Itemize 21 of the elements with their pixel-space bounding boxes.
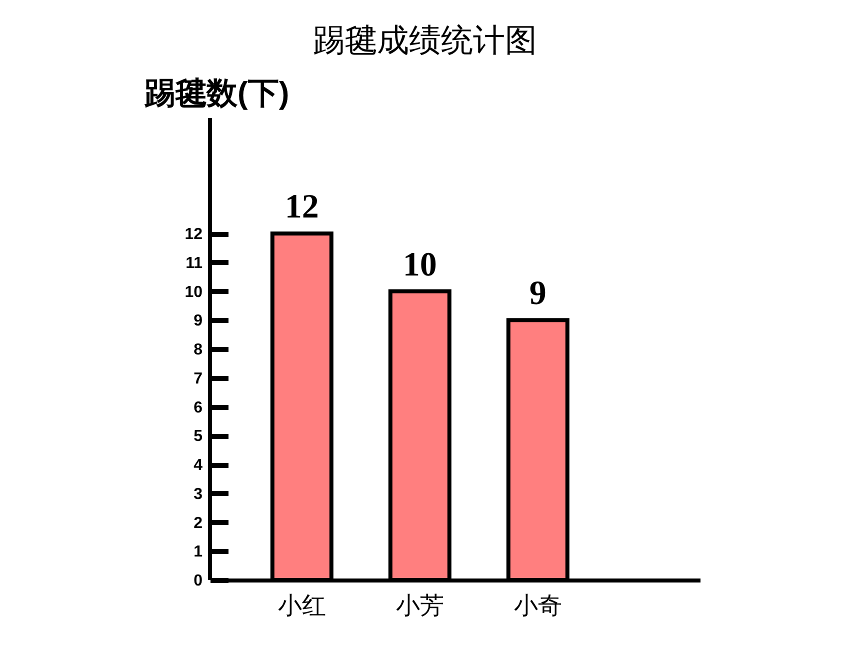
y-tick-label: 5 [194, 428, 203, 446]
y-tick-label: 2 [194, 514, 203, 532]
y-tick-label: 9 [194, 312, 203, 330]
x-tick-label: 小奇 [514, 592, 562, 620]
chart-title: 踢毽成绩统计图 [313, 22, 537, 58]
y-axis-title: 踢毽数(下) [144, 76, 290, 110]
y-tick-label: 1 [194, 544, 203, 561]
y-tick-label: 4 [194, 457, 203, 474]
y-tick-label: 3 [194, 486, 203, 503]
y-tick-label: 0 [194, 572, 203, 590]
data-label: 9 [529, 275, 546, 312]
x-tick-label: 小红 [278, 592, 326, 620]
x-tick-label: 小芳 [396, 592, 444, 620]
data-label: 12 [284, 188, 319, 226]
y-tick-label: 12 [184, 226, 203, 243]
y-tick-label: 11 [186, 254, 203, 272]
y-tick-label: 6 [194, 399, 203, 416]
data-label: 10 [402, 246, 437, 284]
y-tick-label: 7 [194, 370, 203, 388]
y-tick-label: 8 [194, 342, 203, 358]
y-tick-label: 10 [184, 284, 203, 301]
